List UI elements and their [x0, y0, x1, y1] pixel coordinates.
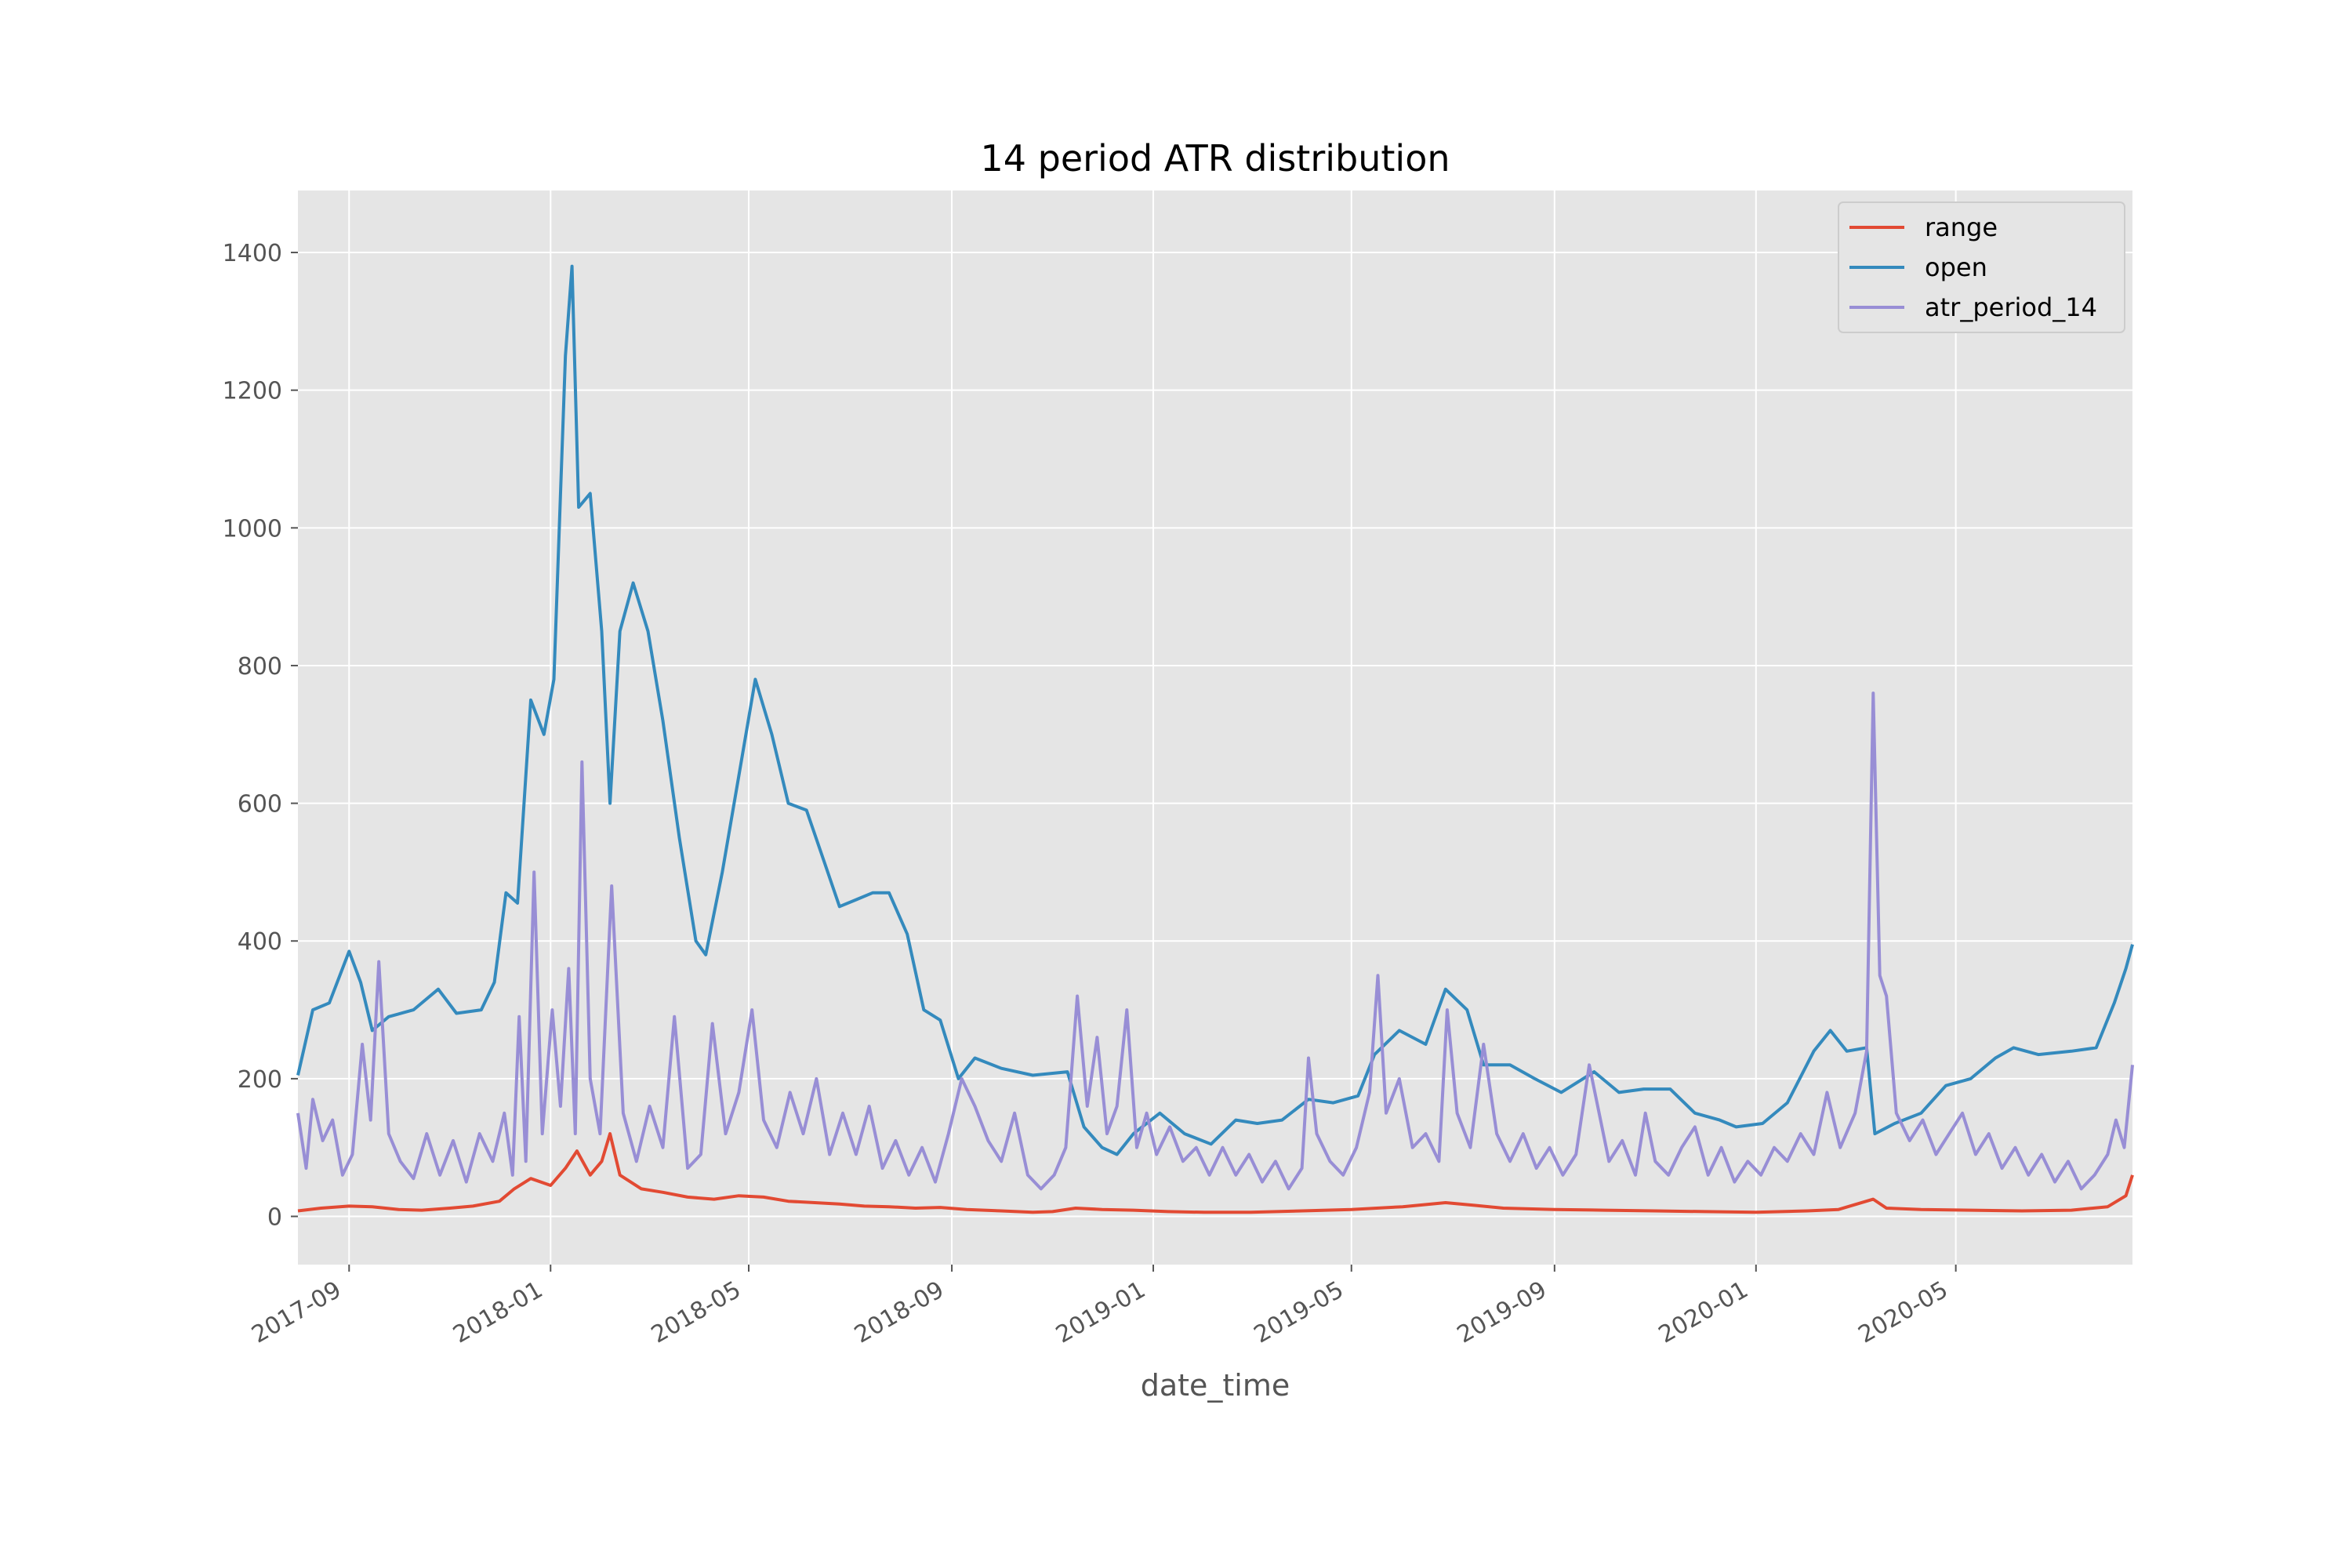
legend-label-range: range: [1925, 212, 1998, 242]
legend: range open atr_period_14: [1838, 201, 2125, 333]
chart-title: 14 period ATR distribution: [980, 137, 1450, 180]
series-line-open: [296, 264, 2134, 1156]
legend-label-open: open: [1925, 252, 1987, 282]
y-tick-label: 200: [238, 1066, 282, 1094]
series-line-range: [297, 1132, 2134, 1214]
x-axis-label: date_time: [1141, 1368, 1290, 1403]
y-tick-label: 1000: [223, 515, 282, 543]
series-line-atr-period-14: [296, 691, 2134, 1191]
legend-label-atr-period-14: atr_period_14: [1925, 292, 2097, 322]
y-tick-label: 800: [238, 653, 282, 681]
y-tick-label: 1200: [223, 378, 282, 405]
y-tick-label: 400: [238, 928, 282, 956]
y-tick-label: 600: [238, 791, 282, 818]
series-layer: [296, 264, 2134, 1214]
y-tick-label: 1400: [223, 240, 282, 267]
y-tick-label: 0: [267, 1204, 282, 1232]
legend-box: [1838, 201, 2125, 333]
y-axis: 0 200 400 600 800 1000 1200 1400: [223, 240, 298, 1232]
